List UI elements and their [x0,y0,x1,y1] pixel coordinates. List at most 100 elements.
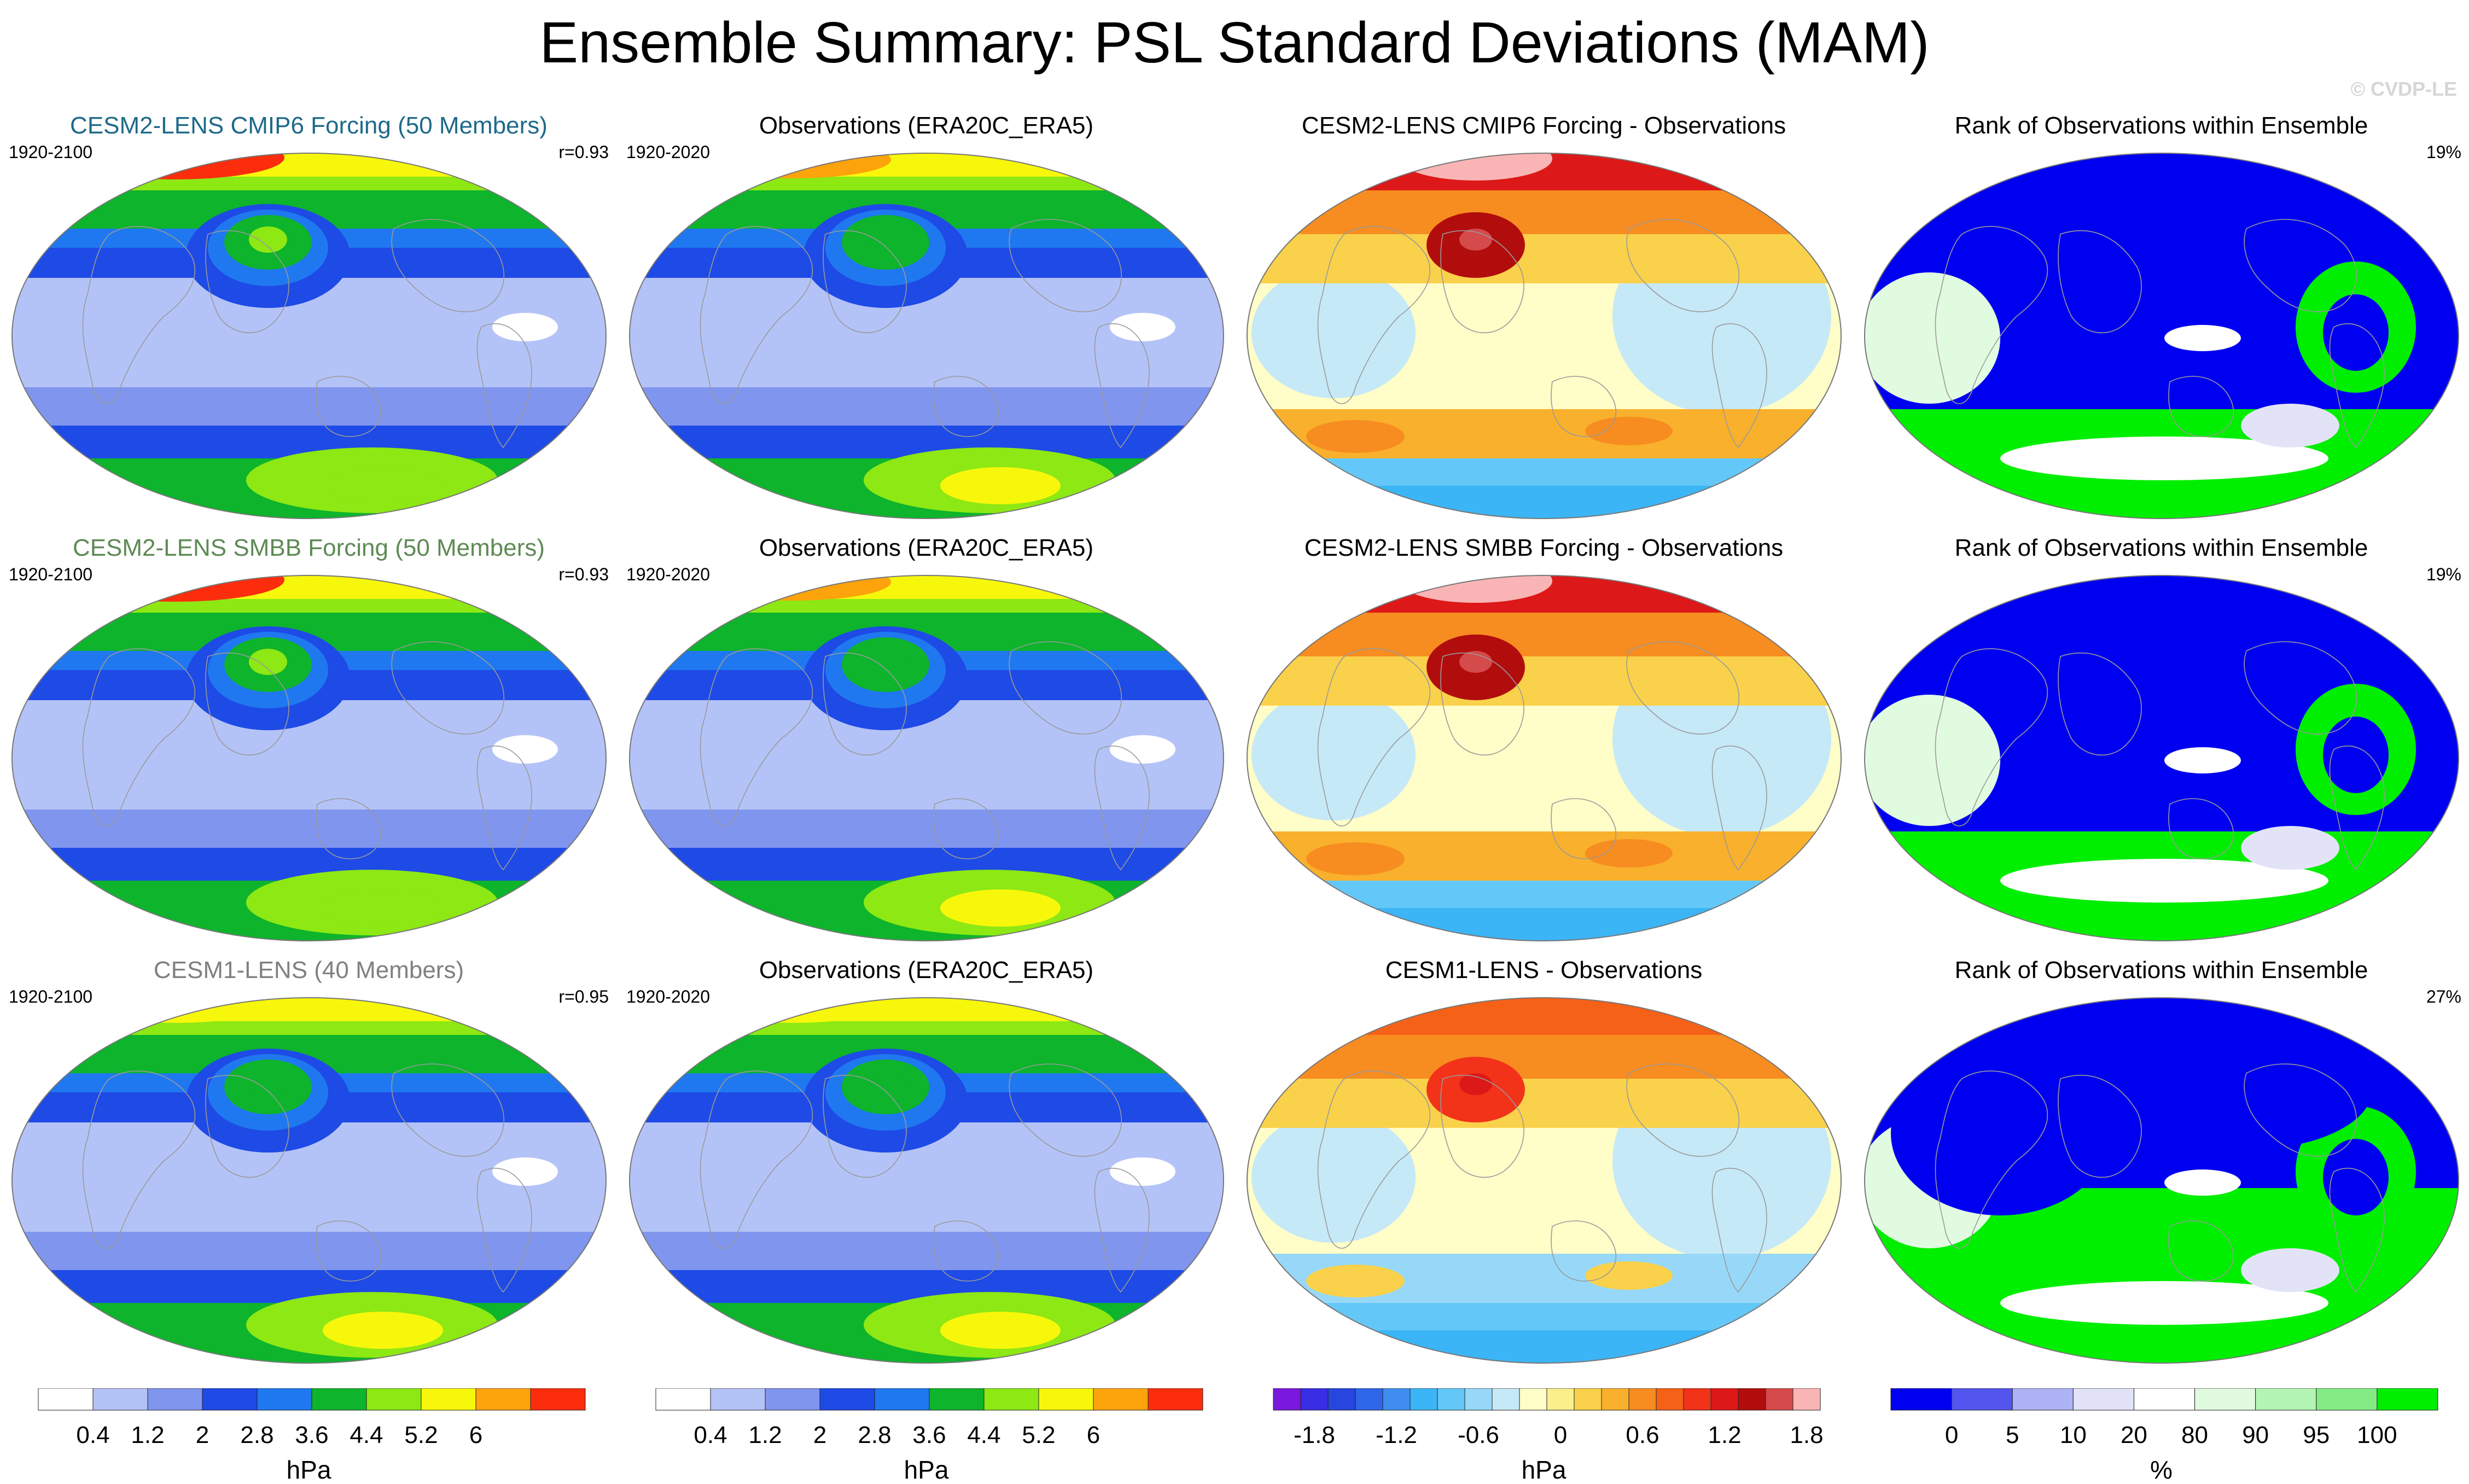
colorbar-swatch [257,1388,312,1411]
colorbar-swatch [421,1388,476,1411]
colorbar-swatch [655,1388,711,1411]
panel-period: 1920-2100 [9,142,93,162]
map-panel: Rank of Observations within Ensemble 19% [1853,104,2469,526]
colorbar-swatch [1683,1388,1711,1411]
map-panel: Rank of Observations within Ensemble 19% [1853,526,2469,948]
colorbar-swatch [1519,1388,1547,1411]
coastline [1317,648,1431,827]
std-npacific-peak [249,649,287,675]
diff-negative-area [1251,1111,1416,1243]
colorbar-svg: 0 5 10 20 80 90 95 100 [1890,1388,2438,1448]
colorbar-tick-label: 5.2 [404,1422,438,1448]
colorbar-swatch [1792,1388,1821,1411]
coastline [1440,652,1524,756]
coastline [2058,1074,2142,1178]
coastline [1935,226,2048,404]
std-tropical-min [1110,735,1175,764]
coastline [1935,1070,2048,1249]
map-svg [11,153,607,519]
panel-title: Rank of Observations within Ensemble [1954,957,2368,983]
map-panel: Rank of Observations within Ensemble 27% [1853,948,2469,1371]
colorbar-swatch [1410,1388,1438,1411]
colorbar-tick-label: 90 [2242,1422,2269,1448]
map-panel: CESM1-LENS - Observations [1235,948,1853,1371]
std-nh-band [630,998,1224,1021]
map-panel: CESM2-LENS SMBB Forcing - Observations [1235,526,1853,948]
colorbar-swatch [1327,1388,1356,1411]
colorbar-tick-label: 6 [469,1422,482,1448]
panel-period: 1920-2100 [9,987,93,1006]
coastline [933,376,999,437]
diff-arctic-max [1399,575,1552,603]
colorbar-tick-label: 80 [2181,1422,2208,1448]
std-tropical-min [1110,1157,1175,1186]
coastline [1551,376,1617,437]
panel-stat: 19% [2426,142,2461,162]
colorbar-tick-label: 20 [2121,1422,2147,1448]
map-panel: Observations (ERA20C_ERA5) 1920-2020 [618,526,1235,948]
diff-sh-max [1306,842,1405,875]
coastline [1551,798,1617,859]
coastline [476,323,532,449]
rank-low-area [2121,1029,2372,1150]
std-tropical-min [1110,313,1175,341]
coastline [205,652,289,756]
map-outline [1864,997,2459,1364]
colorbar-swatch [147,1388,203,1411]
diff-nh-band [1247,998,1841,1035]
diff-sh-max [1585,417,1673,445]
rank-mid-area [2241,404,2339,447]
colorbar-tick-label: 2.8 [858,1422,891,1448]
panel-stat: r=0.93 [558,142,609,162]
std-sh-peak [323,889,443,927]
map-panel: Observations (ERA20C_ERA5) 1920-2020 [618,948,1235,1371]
coastline [823,230,907,334]
diff-sh-band [1247,908,1841,941]
std-npacific-peak [249,1071,287,1097]
std-tropical-min [492,1157,558,1186]
coastline [1440,230,1524,334]
std-npacific-peak [866,649,905,675]
map-field [12,153,606,519]
colorbar-tick-label: -1.2 [1376,1422,1417,1448]
panel-stat: r=0.93 [558,564,609,584]
colorbar-swatch [202,1388,258,1411]
std-nh-band [630,153,1224,177]
std-nh-band [12,153,606,177]
rank-mid-area [1865,272,2000,404]
colorbar-swatch [1273,1388,1301,1411]
colorbar-swatch [1738,1388,1766,1411]
colorbar-swatch [1437,1388,1465,1411]
coastline [316,376,382,437]
coastline [205,1074,289,1178]
map-svg [629,153,1224,519]
colorbar-swatch [1148,1388,1203,1411]
std-sh-peak [940,889,1061,927]
panel-stat: 19% [2426,564,2461,584]
colorbar-swatch [1656,1388,1684,1411]
panel-period: 1920-2100 [9,564,93,584]
coastline [1626,219,1740,312]
coastline [700,1070,813,1249]
rank-low-area [2323,717,2389,793]
colorbar-swatch [530,1388,586,1411]
colorbar-swatch [1710,1388,1739,1411]
colorbar-swatch [2012,1388,2074,1411]
std-nh-band [630,575,1224,599]
map-outline [1247,997,1842,1364]
rank-mid-area [2000,1281,2328,1325]
colorbar-swatch [1492,1388,1520,1411]
std-npacific-peak [866,1071,905,1097]
panel-title: Observations (ERA20C_ERA5) [759,957,1094,983]
rank-low-area [2323,1139,2389,1215]
colorbar-tick-label: 4.4 [350,1422,383,1448]
colorbar-tick-label: 1.2 [748,1422,782,1448]
map-field [1247,153,1841,519]
map-outline [11,997,607,1364]
map-svg [1864,997,2459,1364]
colorbar-swatch [1382,1388,1411,1411]
map-outline [11,153,607,519]
colorbar-tick-label: 100 [2357,1422,2397,1448]
coastline [2244,1063,2357,1157]
coastline [2244,641,2357,735]
